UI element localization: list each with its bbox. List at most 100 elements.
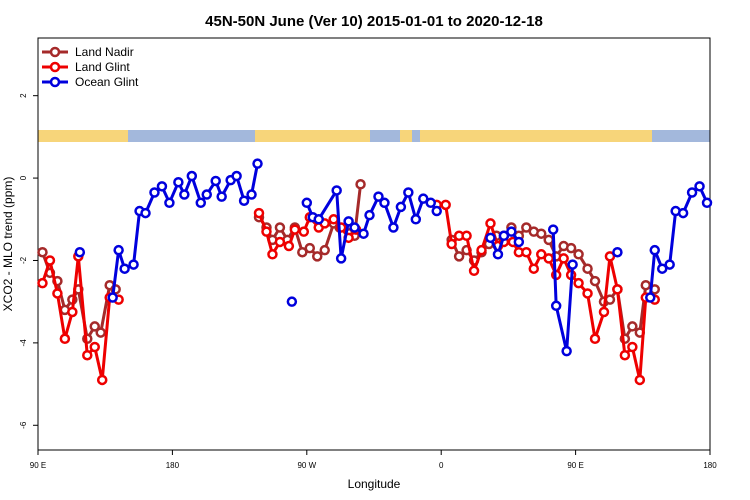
point xyxy=(261,226,272,237)
point xyxy=(286,296,298,307)
legend-marker xyxy=(49,46,61,58)
point xyxy=(140,207,151,219)
y-tick-label: -2 xyxy=(19,256,28,264)
point xyxy=(37,277,48,289)
point xyxy=(589,333,601,345)
legend-label: Land Glint xyxy=(75,60,130,74)
point xyxy=(536,228,547,239)
point xyxy=(395,201,407,213)
chart-title: 45N-50N June (Ver 10) 2015-01-01 to 2020… xyxy=(205,13,543,30)
x-tick-label: 180 xyxy=(166,461,180,470)
point xyxy=(468,265,480,277)
point xyxy=(506,226,517,237)
point xyxy=(89,341,100,353)
point xyxy=(210,175,221,187)
point xyxy=(567,259,578,270)
point xyxy=(694,181,705,192)
point xyxy=(67,306,78,318)
x-tick-label: 90 W xyxy=(297,461,316,470)
x-tick-label: 90 E xyxy=(30,461,46,470)
point xyxy=(498,230,510,242)
point xyxy=(565,242,577,254)
point xyxy=(582,288,593,299)
point xyxy=(274,222,286,233)
map-strip xyxy=(38,130,710,142)
point xyxy=(373,191,384,202)
point xyxy=(379,197,390,209)
point xyxy=(485,232,496,244)
point xyxy=(612,284,623,295)
point xyxy=(619,349,631,361)
point xyxy=(640,279,652,291)
point xyxy=(82,349,93,361)
point xyxy=(297,246,308,258)
point xyxy=(164,197,175,209)
point xyxy=(521,222,532,233)
point xyxy=(656,263,668,274)
plot-frame xyxy=(37,37,711,451)
point xyxy=(331,185,342,196)
point xyxy=(267,249,278,260)
point xyxy=(156,181,168,192)
point xyxy=(95,327,106,338)
point xyxy=(634,374,646,386)
point xyxy=(440,199,451,211)
y-tick-label: -6 xyxy=(19,421,28,429)
point xyxy=(604,294,616,305)
point xyxy=(335,253,347,264)
point xyxy=(186,170,198,182)
point xyxy=(179,189,190,200)
point xyxy=(476,244,487,256)
x-tick-label: 0 xyxy=(439,461,444,470)
point xyxy=(355,179,366,190)
point xyxy=(107,292,118,303)
point xyxy=(201,189,212,200)
point xyxy=(343,216,354,227)
point xyxy=(216,191,227,202)
point xyxy=(37,246,48,258)
point xyxy=(492,249,504,260)
y-tick-label: -4 xyxy=(19,339,28,347)
x-tick-label: 90 E xyxy=(567,461,583,470)
point xyxy=(649,244,660,256)
point xyxy=(612,246,623,258)
point xyxy=(547,224,559,235)
point xyxy=(589,275,601,287)
point xyxy=(536,249,547,260)
point xyxy=(304,242,316,254)
point xyxy=(645,292,656,303)
point xyxy=(677,207,689,219)
point xyxy=(231,170,242,182)
point xyxy=(312,251,323,262)
point xyxy=(627,321,638,332)
point xyxy=(528,263,540,274)
point xyxy=(664,259,675,270)
point xyxy=(558,253,569,264)
point xyxy=(173,176,184,188)
point xyxy=(573,249,584,260)
legend-label: Land Nadir xyxy=(75,45,134,59)
point xyxy=(44,255,56,266)
point xyxy=(561,345,572,357)
y-tick-label: 0 xyxy=(19,175,28,180)
point xyxy=(349,222,360,233)
x-tick-label: 180 xyxy=(703,461,717,470)
point xyxy=(598,306,610,318)
legend-label: Ocean Glint xyxy=(75,75,139,89)
point xyxy=(313,214,324,225)
point xyxy=(418,193,429,204)
point xyxy=(328,214,339,225)
point xyxy=(238,195,250,206)
point xyxy=(627,341,638,353)
point xyxy=(252,158,263,169)
point xyxy=(461,230,472,242)
point xyxy=(298,226,310,237)
point xyxy=(274,236,286,248)
point xyxy=(195,197,207,209)
point xyxy=(253,207,265,219)
point xyxy=(74,246,86,258)
point xyxy=(573,277,584,289)
point xyxy=(319,244,330,256)
point xyxy=(149,187,160,198)
point xyxy=(246,189,257,200)
